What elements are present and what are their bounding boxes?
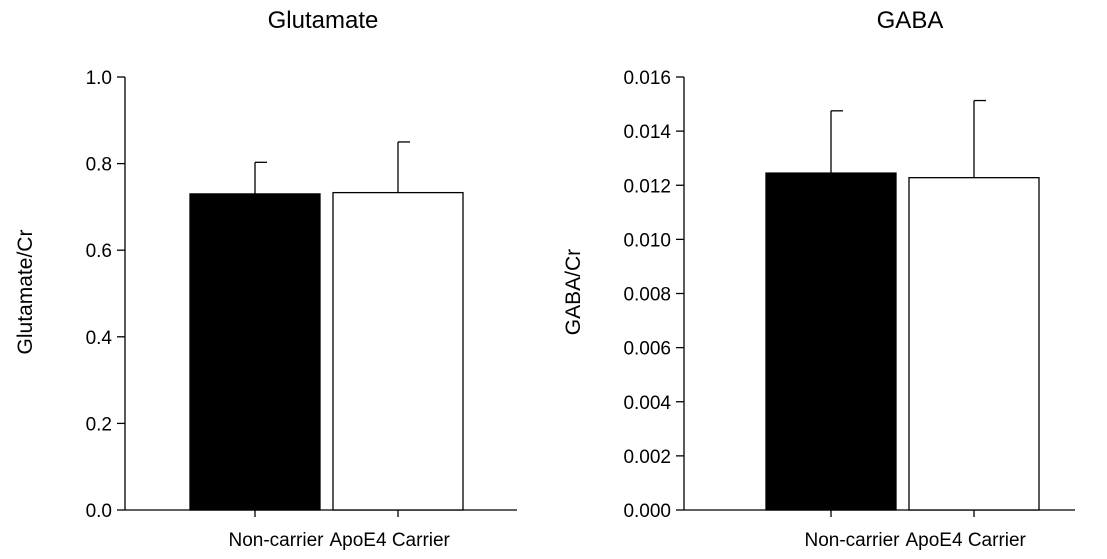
y-tick-label-glutamate: 1.0 [86, 68, 112, 89]
y-tick-label-glutamate: 0.2 [86, 414, 112, 435]
chart-glutamate: Glutamate Glutamate/Cr 0.0 0.2 0.4 0.6 0.8 1.0 N… [14, 7, 517, 551]
y-tick-label-gaba: 0.016 [623, 68, 671, 89]
x-category-label-glutamate: ApoE4 Carrier [330, 530, 451, 551]
y-tick-label-gaba: 0.006 [623, 339, 671, 360]
y-tick-label-gaba: 0.002 [623, 447, 671, 468]
x-category-label-gaba: ApoE4 Carrier [906, 530, 1027, 551]
bar-glutamate-apoe4-carrier [332, 191, 464, 511]
chart-title-glutamate: Glutamate [268, 7, 379, 34]
y-axis-label-gaba: GABA/Cr [562, 249, 585, 335]
y-tick-label-glutamate: 0.6 [86, 241, 112, 262]
y-tick-label-glutamate: 0.4 [86, 328, 113, 349]
x-category-label-gaba: Non-carrier [804, 530, 900, 551]
y-tick-label-gaba: 0.010 [623, 230, 671, 251]
y-tick-label-gaba: 0.000 [623, 501, 671, 522]
y-tick-label-gaba: 0.014 [623, 122, 671, 143]
y-tick-label-glutamate: 0.8 [86, 155, 112, 176]
chart-title-gaba: GABA [877, 7, 944, 34]
chart-gaba: GABA GABA/Cr 0.000 0.002 0.004 0.006 0.008 0.01… [562, 7, 1075, 551]
y-tick-label-glutamate: 0.0 [86, 501, 112, 522]
x-category-label-glutamate: Non-carrier [228, 530, 324, 551]
bar-glutamate-non-carrier [189, 193, 321, 511]
y-tick-label-gaba: 0.008 [623, 285, 671, 306]
bar-gaba-apoe4-carrier [908, 177, 1040, 511]
y-tick-label-gaba: 0.004 [623, 393, 671, 414]
bar-gaba-non-carrier [765, 172, 897, 511]
y-tick-label-gaba: 0.012 [623, 176, 671, 197]
y-axis-label-glutamate: Glutamate/Cr [14, 230, 37, 355]
